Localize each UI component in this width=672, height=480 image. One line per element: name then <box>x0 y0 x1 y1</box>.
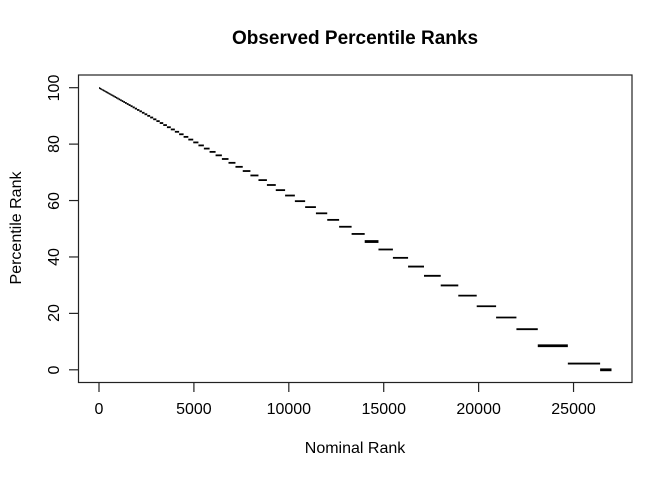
y-axis-label: Percentile Rank <box>8 171 25 285</box>
x-axis-label: Nominal Rank <box>304 440 406 457</box>
x-tick-label: 0 <box>94 401 104 418</box>
plot-box <box>77 74 633 384</box>
y-tick-label: 20 <box>46 304 63 323</box>
y-tick-label: 40 <box>46 248 63 266</box>
y-axis-ticks <box>69 87 79 371</box>
data-points <box>99 87 612 372</box>
y-tick-label: 80 <box>46 135 63 154</box>
x-tick-label: 10000 <box>266 401 312 418</box>
x-tick-label: 5000 <box>176 401 212 418</box>
chart-title: Observed Percentile Ranks <box>231 28 479 49</box>
y-tick-label: 60 <box>46 191 63 210</box>
x-tick-label: 15000 <box>361 401 406 418</box>
x-axis-ticks <box>98 382 575 392</box>
x-tick-label: 20000 <box>456 401 501 418</box>
y-tick-label: 0 <box>46 365 63 375</box>
y-tick-label: 100 <box>46 74 63 102</box>
x-tick-label: 25000 <box>551 401 596 418</box>
